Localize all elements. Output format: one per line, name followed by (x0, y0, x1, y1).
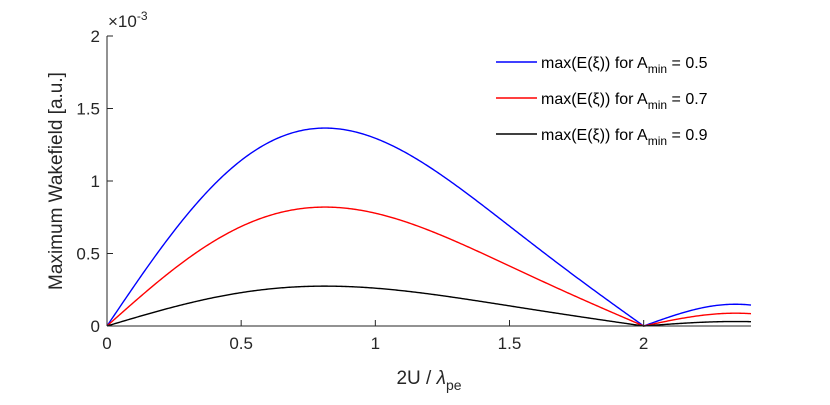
y-tick-label: 2 (91, 27, 100, 46)
legend-entry-label: max(E(ξ)) for Amin = 0.9 (541, 127, 708, 148)
ticks-layer: 0 0.5 1 1.5 2 0 0.5 1 1.5 2 (76, 27, 648, 353)
series-layer (106, 127, 752, 327)
y-axis-label: Maximum Wakefield [a.u.] (46, 72, 67, 290)
x-tick-label: 1 (371, 334, 380, 353)
y-tick-label: 0 (91, 317, 100, 336)
y-tick-label: 1.5 (76, 100, 100, 119)
axes-layer (106, 36, 751, 327)
legend: max(E(ξ)) for Amin = 0.5 max(E(ξ)) for Am… (496, 55, 708, 148)
x-tick-label: 1.5 (498, 334, 522, 353)
series-line (106, 206, 752, 327)
x-tick-label: 0.5 (229, 334, 253, 353)
series-line (106, 127, 752, 327)
legend-entry-label: max(E(ξ)) for Amin = 0.5 (541, 55, 708, 76)
x-axis-label: 2U / λpe (396, 368, 461, 393)
legend-entry-label: max(E(ξ)) for Amin = 0.7 (541, 91, 708, 112)
series-line (106, 285, 752, 327)
y-tick-label: 1 (91, 172, 100, 191)
y-tick-label: 0.5 (76, 245, 100, 264)
y-exponent-label: ×10-3 (108, 9, 148, 31)
x-tick-label: 0 (102, 334, 111, 353)
x-tick-label: 2 (639, 334, 648, 353)
